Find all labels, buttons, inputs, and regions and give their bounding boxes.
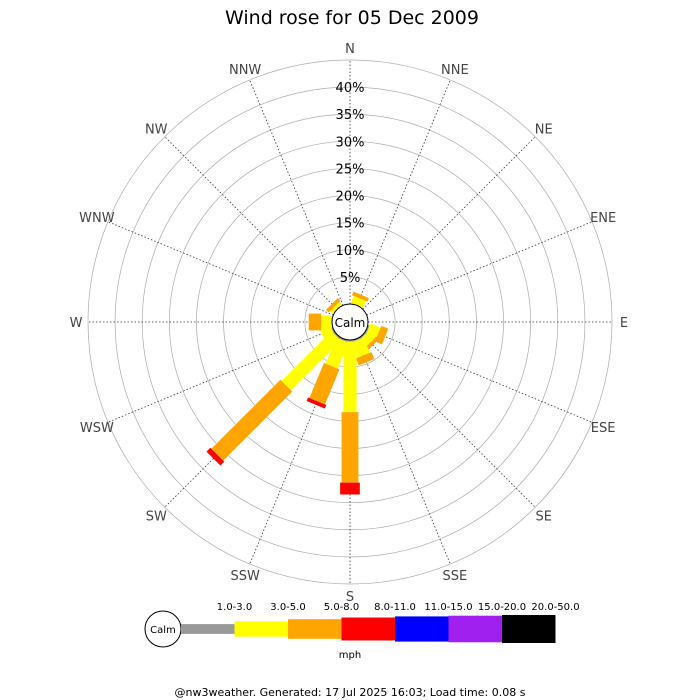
petal-segment-ssw-0 xyxy=(338,337,347,342)
petal-segment-ssw-3 xyxy=(306,397,327,409)
radial-tick-label: 25% xyxy=(336,162,365,177)
direction-label-ne: NE xyxy=(535,122,553,137)
radial-tick-label: 40% xyxy=(336,81,365,96)
petal-segment-se-0 xyxy=(359,331,367,339)
petal-segment-sse-0 xyxy=(353,337,362,342)
legend-bin-label: 15.0-20.0 xyxy=(478,602,526,613)
legend-swatch-2 xyxy=(288,619,342,639)
legend-swatch-0 xyxy=(181,624,235,634)
grid-spoke xyxy=(362,136,536,310)
radial-tick-label: 20% xyxy=(336,190,365,205)
petal-segment-nne-2 xyxy=(352,291,370,302)
petal-segment-w-2 xyxy=(308,313,322,331)
grid-ring xyxy=(114,86,586,558)
calm-circle-shape xyxy=(331,303,369,341)
direction-label-n: N xyxy=(345,42,355,57)
wind-petals xyxy=(206,291,389,495)
grid-spoke xyxy=(356,79,451,306)
legend-unit: mph xyxy=(339,650,361,661)
radial-tick-label: 5% xyxy=(340,271,361,286)
petal-segment-ssw-2 xyxy=(309,362,340,405)
legend-calm-label: Calm xyxy=(150,625,176,636)
direction-label-nne: NNE xyxy=(441,63,469,78)
petal-segment-sw-0 xyxy=(333,331,341,339)
petal-segment-sw-3 xyxy=(206,447,225,466)
grid-ring xyxy=(87,59,613,585)
grid-spoke xyxy=(366,328,593,423)
radial-tick-label: 35% xyxy=(336,108,365,123)
petal-segment-nw-2 xyxy=(325,297,341,313)
direction-label-s: S xyxy=(346,590,354,605)
petal-segment-se-2 xyxy=(364,336,380,352)
direction-label-nw: NW xyxy=(145,122,168,137)
petal-segment-sw-2 xyxy=(211,379,293,461)
grid-spoke xyxy=(366,221,593,316)
axis-labels: N NNE NE ENE E ESE SE SSE S SSW SW WSW W WNW NW NNW 5% 10… xyxy=(70,42,629,605)
speed-legend: Calm 1.0-3.0 3.0-5.0 5.0-8.0 8.0-11.0 11.0-15… xyxy=(144,602,580,648)
grid-spoke xyxy=(164,334,338,508)
radial-tick-label: 15% xyxy=(336,217,365,232)
legend-swatch-6 xyxy=(502,615,556,643)
legend-swatch-4 xyxy=(395,616,449,642)
grid-spoke xyxy=(107,221,334,316)
radial-tick-label: 10% xyxy=(336,244,365,259)
legend-bin-label: 11.0-15.0 xyxy=(424,602,472,613)
direction-label-sw: SW xyxy=(146,510,167,525)
legend-bin-label: 20.0-50.0 xyxy=(531,602,579,613)
direction-label-w: W xyxy=(70,316,83,331)
footer-text: @nw3weather. Generated: 17 Jul 2025 16:0… xyxy=(175,686,526,699)
petal-segment-s-0 xyxy=(345,340,355,342)
petal-segment-nw-1 xyxy=(329,301,342,314)
direction-label-ese: ESE xyxy=(591,421,616,436)
petal-segment-sw-1 xyxy=(281,331,341,391)
petal-segment-w-1 xyxy=(321,315,332,329)
chart-title: Wind rose for 05 Dec 2009 xyxy=(225,7,479,29)
legend-bin-label: 8.0-11.0 xyxy=(374,602,416,613)
petal-segment-sse-2 xyxy=(355,351,375,366)
direction-label-wnw: WNW xyxy=(79,211,115,226)
grid-spoke xyxy=(362,334,536,508)
petal-segment-ssw-1 xyxy=(325,337,349,369)
grid-spoke xyxy=(164,136,338,310)
calm-circle: Calm xyxy=(331,303,369,341)
direction-label-ene: ENE xyxy=(590,211,616,226)
calm-label: Calm xyxy=(335,316,366,330)
legend-bin-label: 5.0-8.0 xyxy=(324,602,359,613)
grid-ring xyxy=(168,140,532,504)
direction-label-sse: SSE xyxy=(442,569,467,584)
petal-segment-s-2 xyxy=(341,412,359,483)
grid-spoke xyxy=(249,79,344,306)
grid-spoke xyxy=(107,328,334,423)
petal-segment-nne-1 xyxy=(350,295,366,308)
direction-label-wsw: WSW xyxy=(80,421,114,436)
direction-label-ssw: SSW xyxy=(230,569,260,584)
direction-label-nnw: NNW xyxy=(229,63,261,78)
petal-segment-s-1 xyxy=(343,341,357,413)
radial-tick-label: 30% xyxy=(336,135,365,150)
petal-segment-s-3 xyxy=(340,482,360,495)
grid-spoke xyxy=(249,338,344,565)
direction-label-se: SE xyxy=(536,510,552,525)
direction-label-e: E xyxy=(620,316,628,331)
legend-swatch-3 xyxy=(341,617,395,641)
legend-bin-label: 1.0-3.0 xyxy=(217,602,252,613)
legend-swatch-5 xyxy=(448,615,502,643)
petal-segment-ese-0 xyxy=(365,325,370,334)
legend-bin-label: 3.0-5.0 xyxy=(270,602,305,613)
legend-swatch-1 xyxy=(234,621,288,637)
grid-spoke xyxy=(356,338,451,565)
